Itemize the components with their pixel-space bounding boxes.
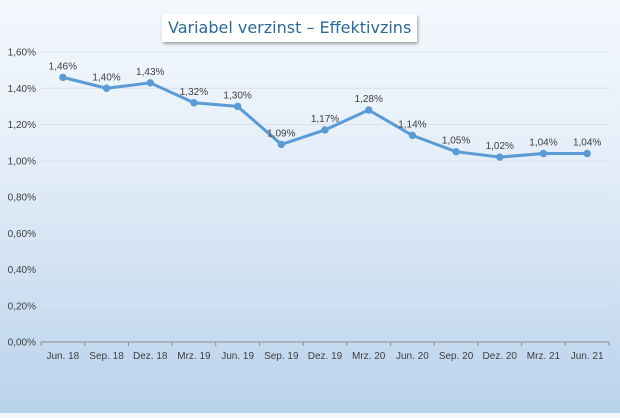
data-label: 1,30%: [223, 90, 251, 101]
y-tick-label: 0,60%: [8, 229, 36, 240]
data-point: [102, 84, 111, 92]
data-label: 1,14%: [398, 119, 426, 130]
data-label: 1,02%: [486, 141, 514, 152]
data-point: [496, 153, 504, 161]
data-point: [233, 102, 242, 111]
x-tick-label: Jun. 18: [46, 351, 79, 362]
data-point: [190, 99, 198, 107]
y-tick-label: 0,20%: [8, 301, 36, 312]
data-point: [452, 147, 460, 156]
data-label: 1,09%: [267, 128, 295, 139]
data-label: 1,32%: [180, 87, 208, 98]
x-tick-label: Sep. 19: [264, 351, 299, 362]
x-tick-label: Dez. 18: [133, 351, 168, 362]
data-point: [583, 149, 591, 158]
x-tick-label: Dez. 20: [483, 351, 518, 362]
data-label: 1,05%: [442, 136, 470, 147]
x-tick-label: Mrz. 20: [352, 351, 386, 362]
x-tick-label: Mrz. 21: [527, 351, 561, 362]
data-point: [59, 73, 67, 82]
y-tick-label: 1,20%: [8, 120, 36, 131]
x-tick-label: Jun. 19: [221, 351, 254, 362]
x-tick-label: Mrz. 19: [177, 351, 211, 362]
y-tick-label: 1,00%: [8, 156, 36, 167]
y-tick-label: 1,60%: [8, 48, 36, 59]
x-tick-label: Sep. 20: [439, 351, 474, 362]
data-point: [146, 79, 154, 87]
x-tick-label: Sep. 18: [89, 351, 124, 362]
data-label: 1,04%: [573, 138, 601, 149]
data-label: 1,17%: [311, 114, 339, 125]
y-tick-label: 0,80%: [8, 193, 36, 204]
data-label: 1,28%: [355, 94, 383, 105]
data-point: [539, 149, 548, 158]
x-tick-label: Dez. 19: [308, 351, 343, 362]
x-tick-label: Jun. 21: [571, 351, 604, 362]
y-tick-label: 0,00%: [8, 338, 36, 349]
data-point: [408, 131, 417, 140]
data-label: 1,46%: [49, 61, 77, 72]
chart-title: Variabel verzinst – Effektivzins: [162, 14, 418, 42]
x-tick-label: Jun. 20: [396, 351, 429, 362]
data-label: 1,40%: [92, 72, 120, 83]
data-point: [364, 106, 373, 114]
data-label: 1,04%: [529, 138, 557, 149]
y-tick-label: 0,40%: [8, 265, 36, 276]
data-label: 1,43%: [136, 67, 164, 78]
data-point: [277, 140, 286, 149]
y-tick-label: 1,40%: [8, 84, 36, 95]
data-point: [321, 126, 329, 134]
